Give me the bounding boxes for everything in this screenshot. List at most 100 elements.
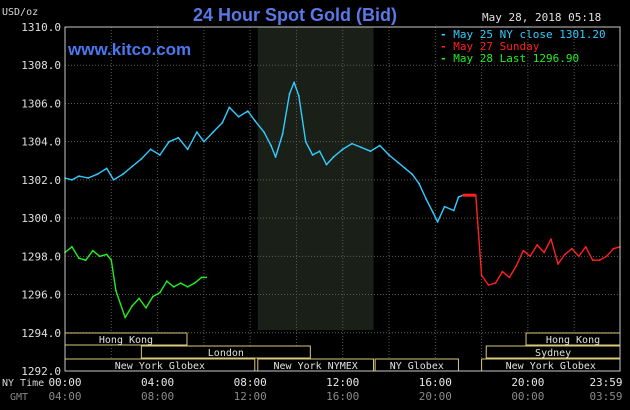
data-point (205, 276, 208, 279)
data-point (369, 150, 372, 153)
data-point (501, 270, 504, 273)
data-point (508, 276, 511, 279)
data-point (131, 305, 134, 307)
data-point (138, 297, 141, 300)
x-tick-label-ny: 04:00 (141, 376, 174, 389)
data-point (246, 110, 249, 112)
data-point (411, 173, 414, 176)
data-point (152, 295, 154, 298)
x-tick-label-ny: 16:00 (419, 376, 452, 389)
data-point (71, 245, 73, 248)
session-label: Sydney (535, 348, 571, 359)
data-point (522, 249, 525, 252)
data-point (304, 140, 307, 143)
data-point (598, 259, 601, 262)
x-tick-label-gmt: 00:00 (511, 390, 544, 403)
data-point (98, 255, 101, 258)
data-point (584, 245, 587, 248)
x-tick-label-gmt: 16:00 (326, 390, 359, 403)
data-point (131, 165, 134, 168)
nymex-shaded-region (257, 27, 374, 330)
data-point (203, 140, 205, 143)
data-point (404, 167, 407, 170)
data-point (87, 177, 89, 179)
session-label: New York Globex (115, 361, 205, 372)
y-tick-label: 1302.0 (21, 174, 61, 187)
data-point (186, 148, 189, 151)
x-axis-label-ny: NY Time (2, 378, 44, 389)
y-tick-label: 1292.0 (21, 365, 61, 378)
data-point (196, 131, 198, 134)
legend-entry: - May 25 NY close 1301.20 (440, 28, 606, 41)
x-tick-label-ny: 20:00 (511, 376, 544, 389)
data-point (397, 161, 400, 164)
data-point (612, 247, 615, 250)
data-point (159, 154, 161, 156)
data-point (325, 163, 328, 166)
y-tick-label: 1308.0 (21, 59, 61, 72)
data-point (425, 198, 427, 200)
data-point (165, 280, 168, 283)
y-tick-label: 1294.0 (21, 327, 61, 340)
data-point (193, 282, 196, 284)
data-point (91, 249, 94, 252)
data-point (360, 146, 363, 149)
data-point (115, 289, 117, 292)
session-label: Hong Kong (546, 335, 600, 346)
x-tick-label-ny: 23:59 (589, 376, 622, 389)
data-point (122, 173, 124, 176)
y-tick-label: 1296.0 (21, 289, 61, 302)
data-point (237, 115, 240, 118)
data-point (119, 303, 122, 305)
data-point (84, 259, 87, 262)
data-point (293, 81, 295, 84)
data-point (543, 251, 545, 254)
x-tick-label-gmt: 20:00 (419, 390, 452, 403)
data-point (270, 144, 272, 147)
data-point (297, 94, 300, 97)
x-tick-label-gmt: 04:00 (48, 390, 81, 403)
x-tick-label-gmt: 08:00 (141, 390, 174, 403)
legend-text: May 25 NY close 1301.20 (453, 28, 605, 41)
data-point (487, 284, 490, 286)
watermark: www.kitco.com (67, 40, 191, 59)
x-tick-label-ny: 08:00 (234, 376, 267, 389)
data-point (550, 238, 552, 241)
y-tick-label: 1300.0 (21, 212, 61, 225)
legend-text: May 28 Last 1296.90 (453, 52, 579, 65)
plot-frame (64, 26, 621, 372)
data-point (140, 158, 143, 160)
x-axis-label-gmt: GMT (10, 392, 28, 403)
data-point (436, 221, 439, 223)
data-point (557, 263, 559, 265)
data-point (318, 150, 321, 153)
series-line (64, 81, 464, 223)
data-point (351, 142, 353, 145)
chart-title: 24 Hour Spot Gold (Bid) (193, 5, 397, 25)
data-point (212, 131, 215, 134)
session-label: New York Globex (506, 361, 596, 372)
data-point (71, 179, 73, 181)
y-tick-label: 1310.0 (21, 21, 61, 34)
legend-entry: - May 28 Last 1296.90 (440, 52, 579, 65)
data-point (332, 156, 335, 158)
x-axis-ticks: 00:0004:0004:0008:0008:0012:0012:0016:00… (48, 376, 622, 403)
data-point (177, 136, 180, 139)
data-point (605, 255, 608, 258)
data-point (494, 282, 497, 284)
data-point (591, 259, 594, 262)
data-point (443, 205, 446, 208)
y-tick-label: 1304.0 (21, 136, 61, 149)
data-point (110, 259, 113, 262)
timestamp: May 28, 2018 05:18 (482, 11, 601, 24)
data-point (341, 148, 344, 151)
data-point (124, 316, 127, 319)
x-tick-label-gmt: 03:59 (589, 390, 622, 403)
data-point (145, 307, 147, 309)
data-point (577, 255, 580, 258)
data-point (96, 173, 99, 176)
data-point (168, 140, 171, 143)
session-label: New York NYMEX (274, 361, 358, 372)
data-point (200, 276, 203, 279)
